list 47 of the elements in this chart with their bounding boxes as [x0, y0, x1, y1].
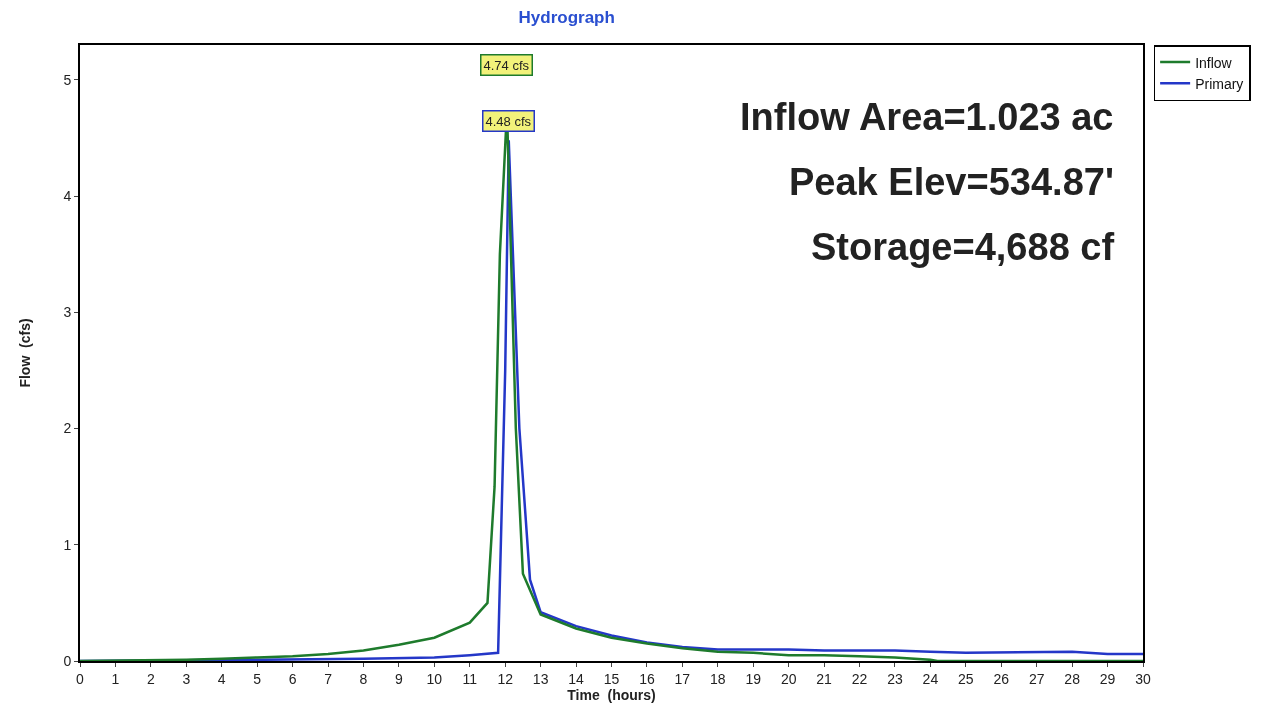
x-tick-label: 16	[639, 670, 655, 687]
y-tick-label: 2	[63, 420, 72, 437]
x-tick-label: 7	[324, 670, 333, 687]
annotation: Inflow Area=1.023 ac	[740, 96, 1114, 138]
x-tick-label: 25	[958, 670, 974, 687]
x-tick-label: 0	[76, 670, 85, 687]
x-tick-label: 23	[887, 670, 903, 687]
x-tick-label: 5	[253, 670, 262, 687]
legend-label: Inflow	[1195, 54, 1233, 71]
annotation: 4.48 cfs	[485, 113, 532, 129]
x-tick-label: 14	[568, 670, 585, 687]
x-tick-label: 11	[462, 670, 478, 687]
x-tick-label: 20	[780, 670, 797, 687]
x-tick-label: 15	[603, 670, 620, 687]
x-tick-label: 18	[710, 670, 726, 687]
x-tick-label: 10	[426, 670, 443, 687]
legend-label: Primary	[1195, 75, 1244, 92]
x-tick-label: 17	[674, 670, 691, 687]
x-tick-label: 21	[816, 670, 833, 687]
y-tick-label: 4	[63, 187, 72, 204]
annotation: Peak Elev=534.87'	[789, 161, 1114, 203]
x-tick-label: 27	[1028, 670, 1045, 687]
x-tick-label: 28	[1064, 670, 1081, 687]
y-axis-title: Flow (cfs)	[16, 318, 33, 388]
x-tick-label: 8	[359, 670, 368, 687]
x-tick-label: 22	[851, 670, 868, 687]
x-tick-label: 24	[922, 670, 939, 687]
x-tick-label: 6	[288, 670, 297, 687]
y-tick-label: 1	[63, 536, 72, 553]
x-tick-label: 3	[182, 670, 191, 687]
x-tick-label: 12	[497, 670, 514, 687]
y-tick-label: 0	[63, 652, 72, 669]
x-tick-label: 26	[993, 670, 1010, 687]
annotation: Storage=4,688 cf	[811, 226, 1115, 268]
x-tick-label: 1	[111, 670, 120, 687]
x-tick-label: 4	[217, 670, 226, 687]
chart-title: Hydrograph	[518, 7, 615, 27]
x-tick-label: 19	[745, 670, 762, 687]
x-tick-label: 2	[146, 670, 155, 687]
annotation: 4.74 cfs	[483, 57, 530, 73]
x-tick-label: 30	[1135, 670, 1151, 687]
x-axis-title: Time (hours)	[567, 686, 656, 703]
y-tick-label: 5	[63, 71, 72, 88]
x-tick-label: 13	[532, 670, 549, 687]
x-tick-label: 29	[1099, 670, 1116, 687]
x-tick-label: 9	[395, 670, 403, 687]
y-tick-label: 3	[63, 304, 72, 321]
